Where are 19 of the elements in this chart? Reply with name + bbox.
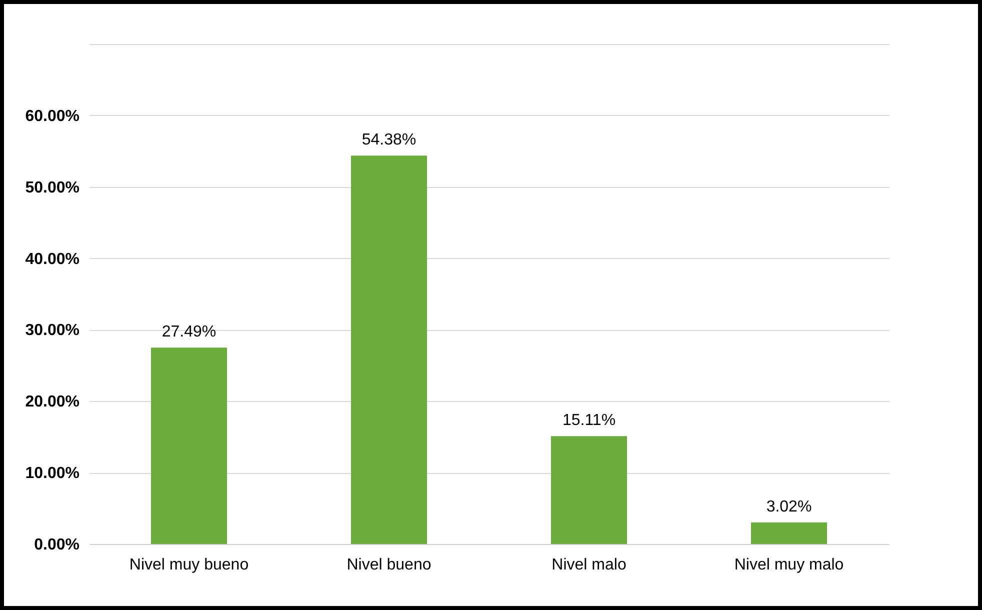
bar [751, 522, 827, 544]
data-label: 3.02% [766, 498, 812, 516]
y-tick-label: 20.00% [25, 394, 80, 411]
y-tick-label: 10.00% [25, 465, 80, 482]
x-tick-label: Nivel muy malo [734, 556, 844, 574]
x-tick-label: Nivel bueno [346, 556, 432, 574]
bar [351, 156, 427, 544]
data-label: 54.38% [362, 132, 416, 149]
y-tick-label: 60.00% [25, 108, 80, 125]
data-label: 15.11% [562, 412, 616, 430]
y-tick-label: 0.00% [34, 536, 80, 554]
x-tick-label: Nivel malo [552, 556, 626, 574]
y-tick-label: 30.00% [25, 322, 80, 340]
bar [551, 436, 627, 544]
data-label: 27.49% [162, 324, 216, 341]
y-tick-label: 50.00% [25, 179, 80, 196]
bar [151, 348, 227, 544]
x-tick-label: Nivel muy bueno [129, 556, 249, 574]
y-tick-label: 40.00% [25, 250, 80, 268]
